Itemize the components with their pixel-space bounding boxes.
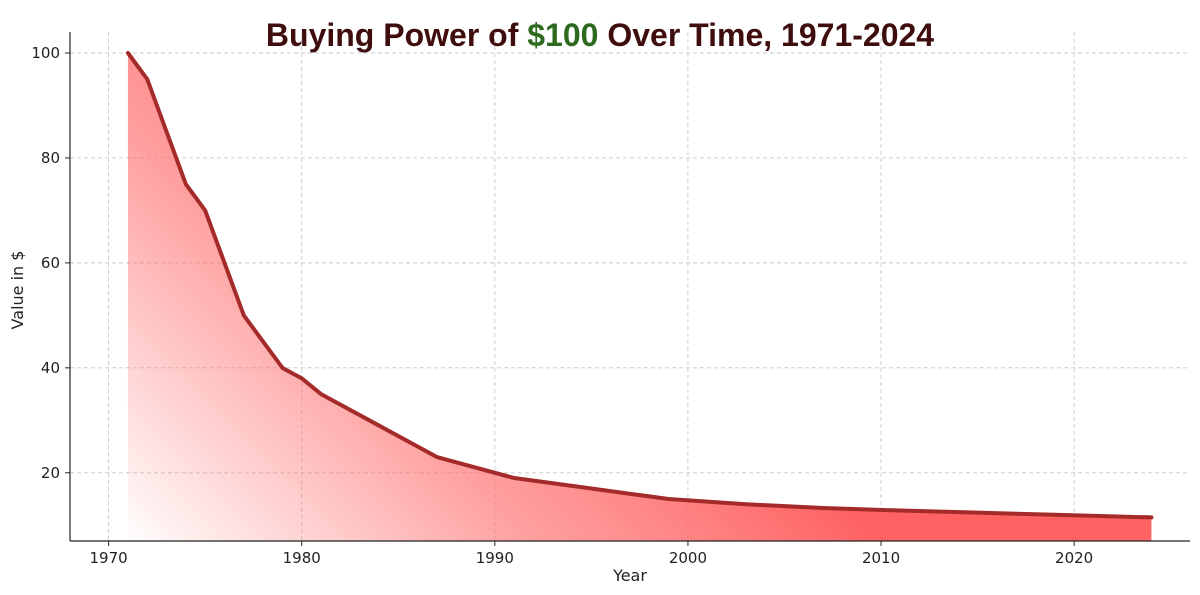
data-point	[975, 511, 980, 515]
chart-title-prefix: Buying Power of	[266, 17, 527, 53]
data-point	[744, 502, 748, 506]
chart-title-highlight: $100	[527, 17, 598, 53]
data-point	[280, 366, 285, 370]
x-tick-label: 1970	[90, 549, 128, 567]
x-tick-label: 2020	[1055, 549, 1093, 567]
series-area	[127, 52, 1152, 542]
chart-title-suffix: Over Time, 1971-2024	[598, 17, 934, 53]
y-tick-label: 20	[41, 464, 60, 482]
grid	[70, 32, 1190, 541]
x-tick-label: 2010	[862, 549, 900, 567]
line-layer	[125, 50, 1154, 520]
y-tick-label: 80	[41, 149, 60, 167]
data-point	[126, 51, 130, 55]
chart-title: Buying Power of $100 Over Time, 1971-202…	[266, 17, 934, 53]
x-tick-label: 1980	[283, 549, 321, 567]
y-axis-ticks: 20 40 60 80 100	[31, 44, 70, 482]
data-point	[145, 77, 149, 81]
data-point	[319, 392, 323, 396]
data-point	[667, 497, 671, 501]
y-axis-label: Value in $	[8, 251, 27, 330]
area-layer	[127, 52, 1152, 542]
x-tick-label: 2000	[669, 549, 707, 567]
x-tick-label: 1990	[476, 549, 514, 567]
y-tick-label: 100	[31, 44, 60, 62]
data-point	[1053, 513, 1057, 517]
data-point	[184, 182, 188, 186]
data-point	[203, 208, 207, 213]
x-axis-ticks: 1970 1980 1990 2000 2010 2020	[90, 541, 1093, 567]
y-tick-label: 60	[41, 254, 60, 272]
data-point	[242, 313, 246, 317]
data-point	[898, 508, 902, 513]
data-point	[300, 376, 304, 380]
x-axis-label: Year	[612, 566, 647, 585]
data-point	[377, 423, 381, 428]
data-point	[589, 486, 593, 491]
data-point	[512, 476, 516, 480]
data-point	[1149, 515, 1153, 519]
y-tick-label: 40	[41, 359, 60, 377]
data-point	[435, 455, 439, 459]
data-point	[821, 506, 825, 510]
